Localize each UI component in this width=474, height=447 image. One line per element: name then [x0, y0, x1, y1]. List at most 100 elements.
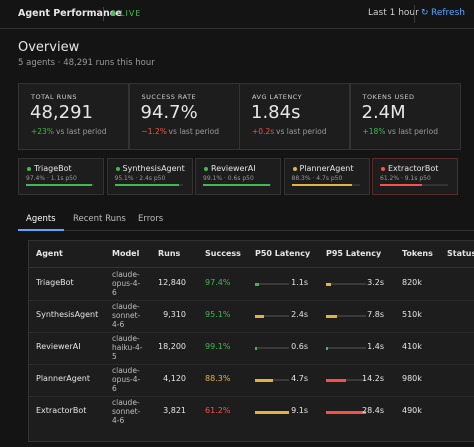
column-header: P50 Latency: [255, 249, 311, 258]
kpi-card: [349, 83, 461, 150]
latency-label: 9.1s: [291, 406, 308, 415]
agent-name: PlannerAgent: [299, 164, 354, 173]
agent-name: TriageBot: [34, 164, 72, 173]
model-cell: claude-opus-4-6: [112, 366, 141, 393]
latency-bar: [255, 283, 260, 286]
latency-track: [326, 315, 366, 317]
agent-name: SynthesisAgent: [122, 164, 185, 173]
row-rule: [29, 300, 474, 301]
tab-underline: [18, 229, 64, 231]
runs-cell: 9,310: [163, 310, 186, 319]
status-dot: [204, 167, 208, 171]
kpi-delta: +0.2s: [252, 127, 275, 136]
model-cell: claude-sonnet-4-6: [112, 398, 141, 425]
kpi-note: vs last period: [387, 127, 439, 136]
kpi-value: 48,291: [30, 102, 93, 123]
row-rule: [29, 332, 474, 333]
latency-bar: [326, 411, 366, 414]
agent-chip[interactable]: [106, 158, 193, 195]
refresh-button[interactable]: Refresh: [431, 8, 465, 18]
kpi-card: [18, 83, 129, 150]
tab[interactable]: Agents: [26, 214, 56, 224]
success-cell: 88.3%: [205, 374, 231, 383]
column-header: Agent: [36, 249, 63, 258]
refresh-icon[interactable]: ↻: [421, 8, 429, 18]
agent-summary: 97.4% · 1.1s p50: [26, 175, 77, 182]
tokens-cell: 510k: [402, 310, 422, 319]
success-cell: 99.1%: [205, 342, 231, 351]
section-title: Overview: [18, 40, 80, 55]
agent-chip[interactable]: [372, 158, 458, 195]
model-cell: claude-sonnet-4-6: [112, 302, 141, 329]
chip-bar: [380, 184, 422, 186]
latency-track: [255, 347, 289, 349]
latency-label: 3.2s: [367, 278, 384, 287]
column-header: P95 Latency: [326, 249, 382, 258]
latency-label: 7.8s: [367, 310, 384, 319]
latency-bar: [326, 347, 328, 350]
chip-bar: [114, 184, 180, 186]
agent-summary: 88.3% · 4.7s p50: [291, 175, 343, 182]
row-rule: [29, 364, 474, 365]
kpi-value: 2.4M: [361, 102, 406, 123]
kpi-note: vs last period: [56, 127, 107, 136]
kpi-label: TOKENS USED: [362, 93, 415, 101]
app-title: Agent Performance: [18, 8, 122, 19]
kpi-note: vs last period: [168, 127, 220, 136]
top-bar: [0, 0, 474, 29]
agent-summary: 99.1% · 0.6s p50: [203, 175, 254, 182]
agent-chip[interactable]: [18, 158, 104, 195]
kpi-label: SUCCESS RATE: [141, 93, 197, 101]
model-cell: claude-haiku-4-5: [112, 334, 143, 361]
tokens-cell: 820k: [402, 278, 422, 287]
kpi-delta: +23%: [31, 127, 54, 136]
latency-label: 2.4s: [291, 310, 308, 319]
row-rule: [29, 396, 474, 397]
status-dot: [381, 167, 385, 171]
agent-cell: SynthesisAgent: [36, 310, 99, 319]
latency-bar: [255, 411, 289, 414]
live-label: LIVE: [120, 9, 142, 18]
latency-label: 0.6s: [291, 342, 308, 351]
status-dot: [115, 167, 120, 171]
latency-track: [255, 315, 289, 317]
agent-cell: ExtractorBot: [36, 406, 87, 415]
success-cell: 97.4%: [205, 278, 231, 287]
kpi-delta: −1.2%: [141, 127, 167, 136]
tab[interactable]: Recent Runs: [73, 214, 126, 224]
latency-bar: [255, 379, 273, 382]
tokens-cell: 490k: [402, 406, 422, 415]
latency-label: 4.7s: [291, 374, 308, 383]
success-cell: 95.1%: [205, 310, 231, 319]
agent-cell: TriageBot: [36, 278, 74, 287]
divider: [414, 5, 415, 23]
agent-cell: PlannerAgent: [36, 374, 90, 383]
runs-cell: 3,821: [163, 406, 186, 415]
time-range[interactable]: Last 1 hour: [368, 8, 419, 18]
kpi-label: AVG LATENCY: [252, 93, 303, 101]
kpi-value: 94.7%: [140, 102, 198, 123]
latency-track: [326, 379, 366, 381]
agent-name: ReviewerAI: [211, 164, 256, 173]
agent-cell: ReviewerAI: [36, 342, 81, 351]
chip-bar: [26, 184, 93, 186]
column-header: Tokens: [402, 249, 433, 258]
runs-cell: 4,120: [163, 374, 186, 383]
latency-label: 1.4s: [367, 342, 384, 351]
column-header: Runs: [158, 249, 181, 258]
divider: [103, 7, 104, 21]
column-header: Success: [205, 249, 241, 258]
agent-chip[interactable]: [195, 158, 281, 195]
latency-label: 14.2s: [362, 374, 384, 383]
tokens-cell: 410k: [402, 342, 422, 351]
runs-cell: 12,840: [158, 278, 186, 287]
latency-track: [255, 283, 289, 285]
tab[interactable]: Errors: [138, 214, 164, 224]
header-rule: [29, 267, 474, 268]
status-dot: [292, 167, 297, 171]
agent-chip[interactable]: [283, 158, 370, 195]
latency-track: [326, 347, 366, 349]
kpi-delta: +18%: [362, 127, 386, 136]
kpi-card: [128, 83, 240, 150]
